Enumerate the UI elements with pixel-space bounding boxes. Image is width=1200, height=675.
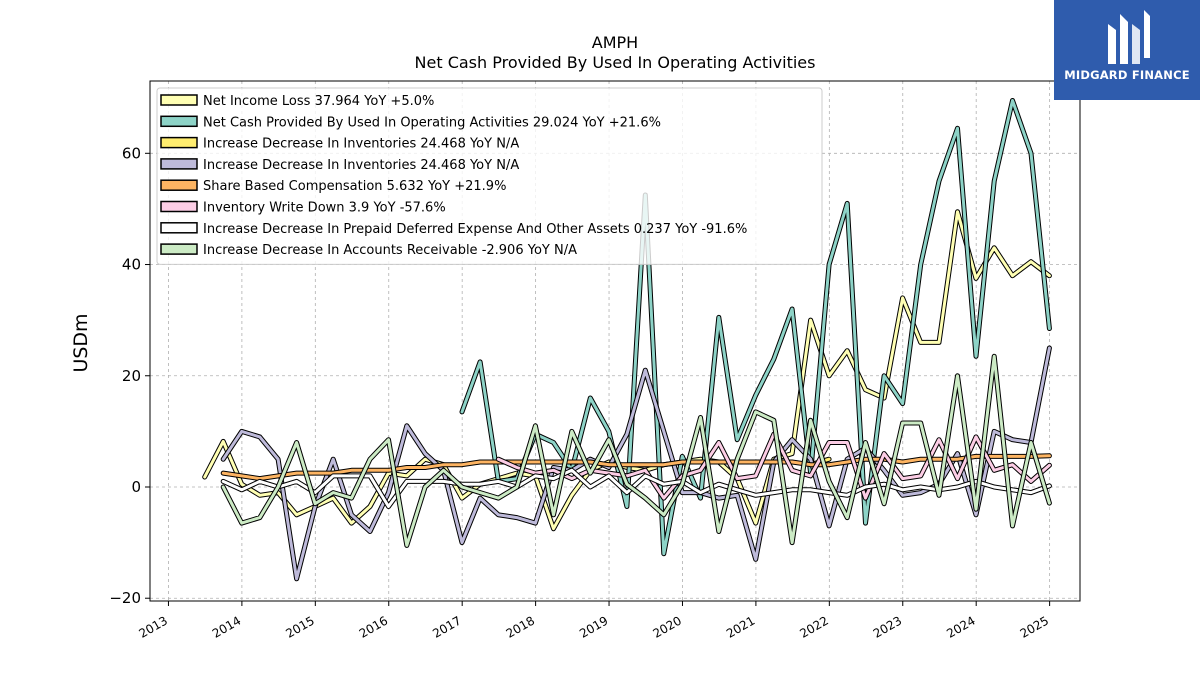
x-tick-label: 2020: [651, 613, 684, 640]
legend-swatch: [160, 158, 198, 170]
brand-logo: MIDGARD FINANCE: [1054, 0, 1200, 100]
chart-subtitle: Net Cash Provided By Used In Operating A…: [415, 53, 816, 72]
series-line-7: [220, 353, 1052, 548]
legend-label: Increase Decrease In Accounts Receivable…: [203, 243, 577, 258]
series-line-stroke: [460, 99, 1051, 556]
series-group: [202, 98, 1052, 582]
series-line-stroke: [221, 454, 1051, 481]
legend-label: Increase Decrease In Inventories 24.468 …: [203, 137, 519, 152]
legend-swatch: [160, 115, 198, 128]
series-line-stroke: [221, 354, 1051, 547]
series-line-stroke: [221, 346, 1051, 581]
x-tick-label: 2021: [724, 613, 757, 640]
x-tick-label: 2014: [210, 613, 243, 640]
y-tick-label: 40: [122, 256, 141, 274]
brand-name: MIDGARD FINANCE: [1064, 68, 1190, 82]
x-tick-label: 2018: [504, 613, 537, 640]
x-tick-label: 2022: [797, 613, 830, 640]
x-tick-label: 2025: [1018, 613, 1051, 640]
y-tick-label: −20: [109, 589, 141, 607]
x-axis: 2013 2014 2015 2016 2017 2018 2019 2020 2021 2022…: [137, 601, 1051, 641]
y-tick-label: 20: [122, 367, 141, 385]
chart-title: AMPH: [592, 33, 638, 52]
plot-frame: [149, 80, 1081, 602]
x-tick-label: 2017: [430, 613, 463, 640]
legend-swatch: [160, 200, 198, 213]
x-tick-label: 2015: [283, 613, 316, 640]
x-tick-label: 2019: [577, 613, 610, 640]
legend: Net Income Loss 37.964 YoY +5.0% Net Cash…: [156, 87, 823, 265]
legend-label: Increase Decrease In Prepaid Deferred Ex…: [203, 222, 747, 237]
legend-swatch: [160, 179, 198, 191]
x-tick-label: 2024: [944, 613, 977, 640]
series-line-1: [459, 98, 1052, 557]
legend-label: Increase Decrease In Inventories 24.468 …: [203, 158, 519, 173]
x-tick-label: 2013: [137, 613, 170, 640]
legend-swatch: [160, 136, 198, 149]
legend-swatch: [160, 94, 198, 106]
legend-label: Inventory Write Down 3.9 YoY -57.6%: [203, 201, 446, 216]
y-tick-label: 60: [122, 144, 141, 162]
y-axis-label: USDm: [70, 313, 92, 372]
legend-swatch: [160, 222, 198, 234]
legend-label: Net Cash Provided By Used In Operating A…: [203, 115, 661, 130]
legend-label: Net Income Loss 37.964 YoY +5.0%: [203, 94, 434, 109]
x-tick-label: 2016: [357, 613, 390, 640]
series-line-3: [220, 345, 1052, 582]
legend-swatch: [160, 243, 198, 255]
legend-box: [156, 87, 823, 265]
brand-mark-icon: [1108, 10, 1150, 64]
y-axis: −20 0 20 40 60: [109, 144, 150, 607]
y-tick-label: 0: [131, 478, 141, 496]
series-line-4: [220, 453, 1052, 482]
x-tick-label: 2023: [871, 613, 904, 640]
legend-label: Share Based Compensation 5.632 YoY +21.9…: [203, 179, 506, 194]
